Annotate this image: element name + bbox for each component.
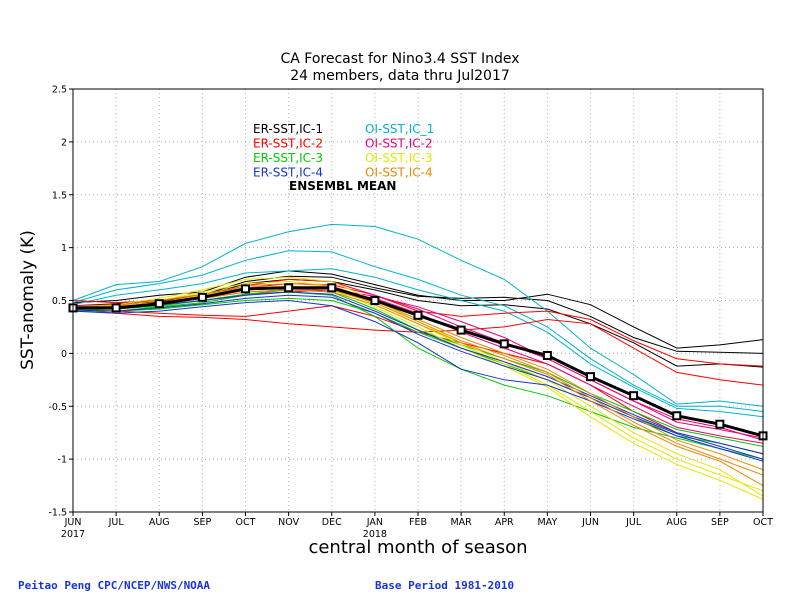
ensemble-mean-marker — [413, 310, 423, 320]
member-line — [72, 268, 764, 418]
x-tick-label: APR — [495, 517, 514, 528]
ensemble-mean-marker — [241, 284, 250, 294]
ensemble-mean-marker — [327, 283, 337, 293]
x-tick-label: AUG — [666, 517, 687, 528]
x-tick-label: SEP — [193, 517, 211, 528]
x-tick-label: OCT — [753, 517, 773, 528]
y-tick-label: -1 — [58, 455, 67, 466]
member-line — [73, 291, 764, 455]
member-line — [72, 223, 764, 407]
legend-entry: OI-SST,IC_1 — [365, 122, 434, 136]
ensemble-mean-marker — [672, 411, 682, 421]
legend-mean-label: ENSEMBL MEAN — [289, 179, 396, 193]
y-tick-label: 2.5 — [52, 85, 67, 96]
y-tick-label: 1.5 — [52, 190, 67, 201]
ensemble-mean-marker — [586, 372, 595, 382]
x-tick-label: FEB — [409, 517, 427, 528]
x-tick-label: SEP — [711, 517, 729, 528]
x-year-label: 2017 — [61, 529, 85, 540]
legend-entry: ER-SST,IC-2 — [253, 137, 323, 151]
ensemble-mean-marker — [456, 325, 466, 335]
legend-entry: ER-SST,IC-3 — [253, 151, 323, 165]
ensemble-mean-marker — [499, 339, 509, 349]
x-axis-label: central month of season — [308, 537, 527, 558]
x-tick-label: NOV — [278, 517, 299, 528]
legend-entry: ER-SST,IC-4 — [253, 166, 323, 180]
x-tick-label: AUG — [149, 517, 170, 528]
member-line — [72, 285, 764, 500]
chart-subtitle: 24 members, data thru Jul2017 — [290, 68, 510, 84]
y-axis-label: SST-anomaly (K) — [18, 230, 38, 370]
y-tick-label: 2 — [61, 137, 67, 148]
x-tick-label: JUN — [64, 517, 82, 528]
x-axis-ticks: JUN JUL AUG SEP OCT NOV DEC JAN FEB MAR APR MAY JUN J… — [61, 512, 773, 540]
y-tick-label: 1 — [61, 243, 67, 254]
member-line — [73, 297, 764, 455]
legend: ER-SST,IC-1 OI-SST,IC_1 ER-SST,IC-2 OI-SST,… — [253, 122, 434, 193]
x-tick-label: JAN — [366, 517, 383, 528]
x-tick-label: MAY — [537, 517, 557, 528]
y-tick-label: -1.5 — [48, 508, 67, 519]
legend-entry: ER-SST,IC-1 — [253, 122, 323, 136]
x-tick-label: DEC — [322, 517, 342, 528]
footer-credit: Peitao Peng CPC/NCEP/NWS/NOAA — [18, 579, 211, 592]
y-tick-label: 0 — [61, 349, 67, 360]
legend-entry: OI-SST,IC-2 — [365, 137, 433, 151]
x-tick-label: MAR — [450, 517, 472, 528]
y-tick-label: -0.5 — [48, 402, 67, 413]
ensemble-mean-marker — [154, 299, 164, 309]
y-tick-label: 0.5 — [52, 296, 67, 307]
member-line — [72, 250, 764, 412]
ensemble-mean-marker — [284, 283, 294, 293]
x-tick-label: JUL — [108, 517, 125, 528]
member-line — [72, 294, 764, 460]
member-line — [72, 276, 764, 497]
member-line — [72, 291, 764, 460]
ensemble-mean-marker — [111, 303, 121, 313]
member-line — [72, 305, 764, 455]
chart-title: CA Forecast for Nino3.4 SST Index — [280, 51, 519, 67]
legend-entry: OI-SST,IC-3 — [365, 151, 433, 165]
x-year-label: 2018 — [363, 529, 387, 540]
ensemble-mean-marker — [197, 292, 207, 302]
ensemble-mean-marker — [715, 419, 725, 429]
ensemble-mean-marker — [629, 391, 639, 401]
legend-entry: OI-SST,IC-4 — [365, 166, 433, 180]
y-axis-ticks: 2.5 2 1.5 1 0.5 0 -0.5 -1 -1.5 — [48, 85, 73, 519]
ensemble-mean-marker — [542, 350, 552, 360]
x-tick-label: JUN — [581, 517, 599, 528]
footer-base-period: Base Period 1981-2010 — [375, 579, 515, 592]
x-tick-label: OCT — [236, 517, 256, 528]
x-tick-label: JUL — [625, 517, 642, 528]
ensemble-mean-marker — [370, 296, 380, 305]
